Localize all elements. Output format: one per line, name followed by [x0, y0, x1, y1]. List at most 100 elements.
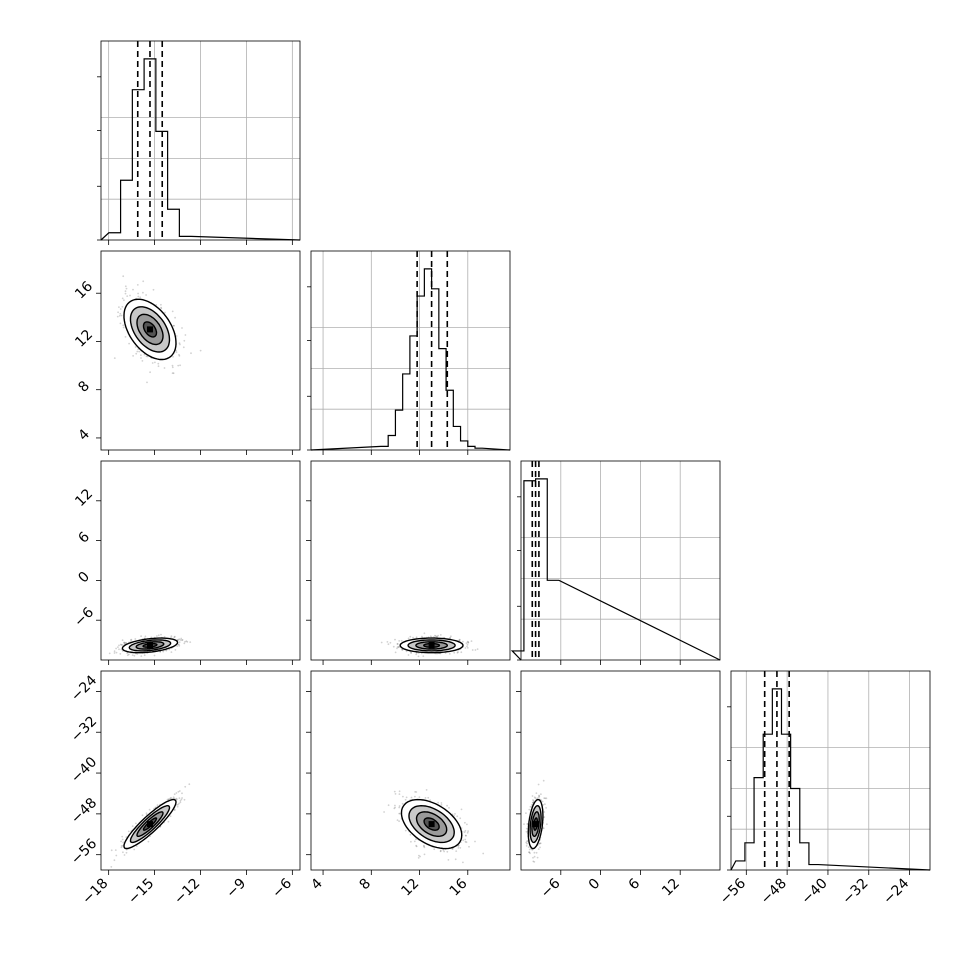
sample-point	[178, 353, 180, 356]
sample-point	[466, 643, 469, 646]
sample-point	[533, 851, 536, 854]
y-tick-label: −56	[68, 836, 100, 868]
sample-point	[183, 339, 186, 342]
sample-point	[135, 845, 138, 847]
density-panel-2-3: −6 0 6 12	[516, 670, 721, 901]
sample-point	[182, 346, 185, 349]
x-tick-label: 6	[626, 875, 644, 893]
sample-point	[183, 642, 186, 645]
density-panel-0-1: 16 12 8 4	[72, 250, 301, 455]
sample-point	[465, 642, 468, 644]
sample-point	[467, 641, 470, 644]
sample-point	[140, 655, 143, 657]
panel-frame	[520, 670, 721, 871]
sample-point	[526, 823, 529, 825]
sample-point	[163, 636, 166, 638]
sample-point	[124, 642, 127, 644]
sample-point	[440, 802, 443, 804]
sample-point	[173, 325, 175, 327]
sample-point	[120, 840, 122, 843]
sample-point	[417, 655, 420, 658]
hist-panel-0	[97, 40, 301, 245]
sample-point	[144, 635, 147, 638]
sample-point	[538, 794, 540, 797]
sample-point	[423, 853, 426, 856]
sample-point	[180, 637, 183, 640]
sample-point	[535, 792, 538, 795]
sample-point	[398, 640, 401, 642]
sample-point	[179, 801, 182, 804]
sample-point	[178, 644, 181, 647]
sample-point	[199, 349, 202, 352]
sample-point	[398, 793, 401, 795]
sample-point	[427, 796, 430, 799]
sample-point	[123, 299, 125, 302]
x-tick-label: 8	[357, 876, 375, 894]
sample-point	[167, 820, 170, 823]
sample-point	[459, 817, 462, 820]
sample-point	[460, 651, 463, 654]
sample-point	[168, 648, 171, 651]
panel-frame	[310, 250, 511, 451]
sample-point	[164, 311, 166, 314]
y-tick-label: −6	[71, 604, 97, 630]
sample-point	[122, 324, 125, 327]
sample-point	[453, 651, 456, 654]
sample-point	[446, 804, 448, 807]
sample-point	[135, 352, 138, 355]
sample-point	[173, 636, 176, 639]
sample-point	[538, 796, 540, 798]
sample-point	[133, 848, 136, 851]
sample-point	[118, 644, 120, 647]
sample-point	[136, 653, 139, 655]
sample-point	[173, 793, 176, 796]
sample-point	[176, 798, 178, 801]
sample-point	[125, 287, 128, 290]
sample-point	[541, 800, 544, 803]
sample-point	[398, 790, 401, 793]
sample-point	[136, 350, 139, 353]
sample-point	[116, 315, 119, 318]
sample-point	[124, 285, 127, 288]
x-tick-label: −12	[171, 876, 203, 908]
density-panel-0-3: −18 −15 −12 −9 −6 −24 −32 −40 −48 −56	[68, 670, 301, 908]
sample-point	[118, 648, 120, 651]
y-tick-label: 12	[72, 486, 96, 510]
sample-point	[394, 638, 396, 641]
sample-point	[121, 835, 124, 838]
sample-point	[533, 855, 536, 858]
sample-point	[171, 366, 174, 369]
sample-point	[527, 846, 530, 849]
sample-point	[126, 654, 129, 657]
sample-point	[405, 796, 408, 799]
sample-point	[190, 352, 192, 355]
sample-point	[145, 355, 148, 358]
sample-point	[398, 812, 401, 815]
sample-point	[172, 796, 175, 799]
hist-panel-1	[307, 250, 511, 455]
sample-point	[525, 841, 528, 844]
sample-point	[463, 831, 466, 834]
sample-point	[526, 842, 528, 845]
sample-point	[415, 844, 417, 847]
sample-point	[142, 280, 145, 283]
sample-point	[407, 654, 410, 656]
sample-point	[137, 348, 140, 351]
x-tick-label: −6	[538, 875, 564, 901]
sample-point	[110, 866, 113, 868]
sample-point	[178, 802, 180, 805]
sample-point	[525, 830, 528, 833]
density-panel-0-2: 12 6 0 −6	[71, 460, 301, 665]
sample-point	[178, 790, 181, 792]
sample-point	[397, 646, 400, 649]
sample-point	[439, 849, 442, 852]
sample-point	[131, 654, 134, 656]
x-tick-label: −32	[839, 876, 871, 908]
sample-point	[454, 813, 456, 815]
sample-point	[130, 639, 132, 641]
panel-frame	[730, 670, 931, 871]
sample-point	[451, 848, 454, 850]
sample-point	[125, 641, 127, 644]
sample-point	[119, 653, 122, 655]
sample-point	[170, 636, 172, 639]
